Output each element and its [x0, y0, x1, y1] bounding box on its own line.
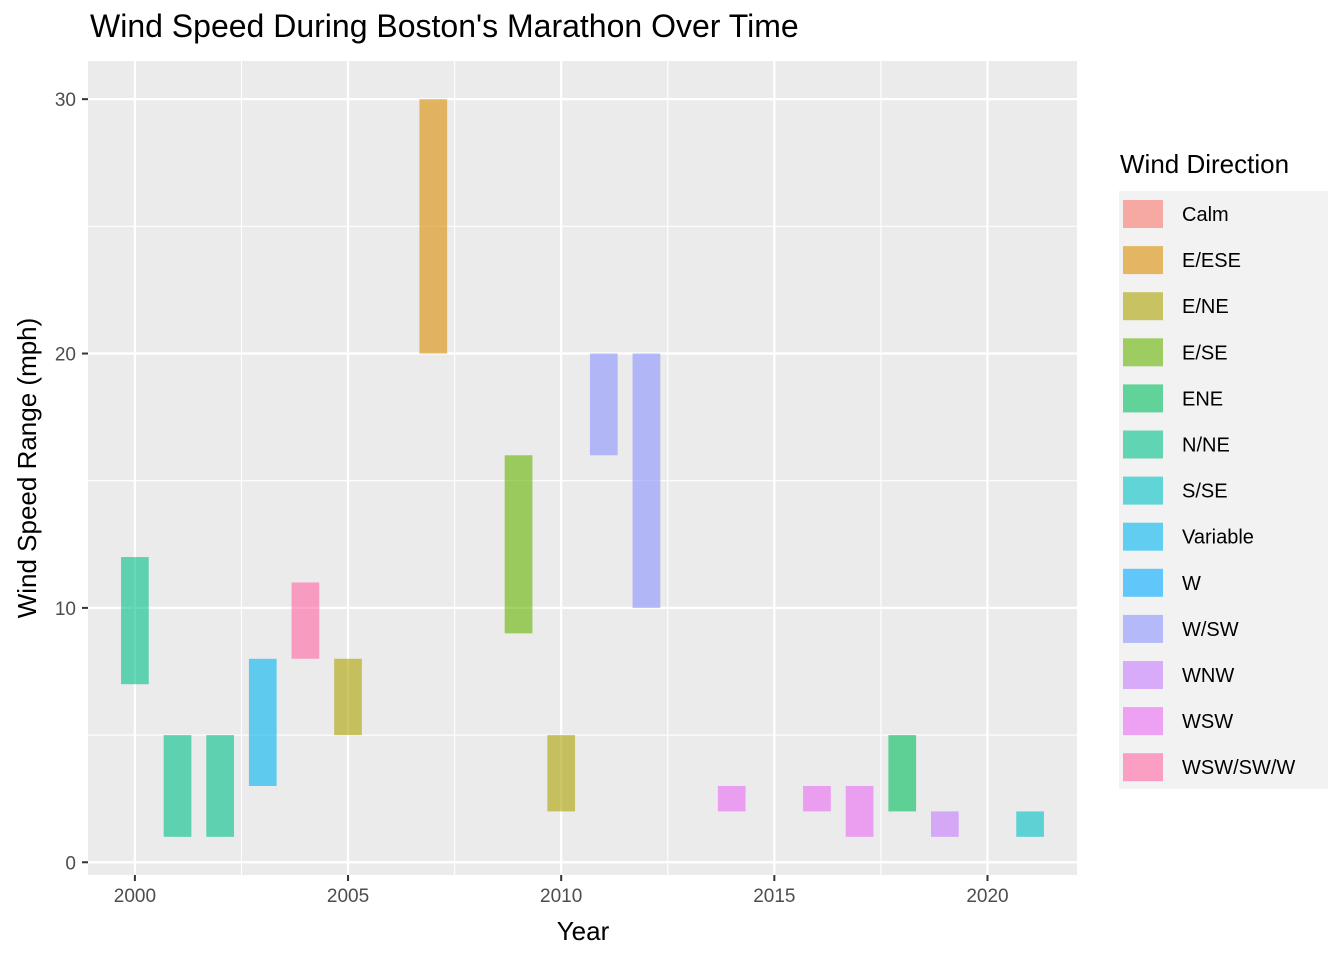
legend-label: WSW/SW/W	[1182, 757, 1295, 779]
legend-item: N/NE	[1123, 430, 1230, 459]
bar-2007	[419, 99, 448, 354]
legend-label: W/SW	[1182, 619, 1239, 641]
legend-label: E/SE	[1182, 342, 1228, 364]
x-axis: 2000 2005 2010 2015 2020	[114, 875, 1009, 907]
bar-2000	[121, 557, 149, 685]
legend-item: E/NE	[1123, 292, 1229, 321]
legend-key	[1123, 522, 1163, 551]
bars	[121, 99, 1044, 837]
legend-key	[1123, 614, 1163, 643]
legend-key	[1123, 753, 1163, 782]
legend-key	[1123, 661, 1163, 689]
legend-item: WSW	[1123, 707, 1233, 736]
legend-key	[1123, 430, 1163, 459]
chart-title: Wind Speed During Boston's Marathon Over…	[90, 8, 799, 44]
legend-key	[1123, 338, 1163, 367]
bar-2012	[632, 353, 661, 608]
x-tick-label: 2005	[327, 886, 369, 907]
legend-item: E/SE	[1123, 338, 1228, 367]
legend-key	[1123, 384, 1163, 413]
bar-2003	[248, 658, 277, 786]
bar-2010	[547, 735, 576, 812]
y-axis-title: Wind Speed Range (mph)	[12, 318, 42, 619]
bar-2005	[334, 658, 362, 736]
minor-gridlines	[88, 61, 1077, 875]
bar-2002	[206, 735, 235, 837]
plot-panel	[88, 61, 1077, 875]
bar-2019	[930, 811, 959, 837]
legend-item: WNW	[1123, 661, 1234, 689]
legend-items: Calm E/ESE E/NE E/SE ENE N/NE S/SE Variable W W/S…	[1123, 200, 1295, 782]
y-axis: 0 10 20 30	[55, 90, 88, 874]
bar-2001	[163, 735, 192, 837]
bar-2021	[1016, 811, 1044, 837]
y-tick-label: 0	[65, 853, 76, 874]
bar-2011	[589, 353, 618, 456]
y-tick-label: 10	[55, 599, 76, 620]
legend-label: W	[1182, 573, 1201, 595]
legend-item: ENE	[1123, 384, 1223, 413]
legend-label: ENE	[1182, 388, 1223, 410]
y-tick-label: 20	[55, 345, 76, 366]
legend-key	[1123, 476, 1163, 505]
legend-label: E/NE	[1182, 296, 1229, 318]
legend-item: W	[1123, 568, 1201, 597]
x-tick-label: 2020	[966, 886, 1008, 907]
legend-item: E/ESE	[1123, 246, 1241, 275]
legend-key	[1123, 292, 1163, 321]
legend-label: WSW	[1182, 711, 1233, 733]
legend-item: Calm	[1123, 200, 1229, 228]
legend-item: S/SE	[1123, 476, 1228, 505]
x-tick-label: 2010	[540, 886, 582, 907]
y-tick-label: 30	[55, 90, 76, 111]
legend-key	[1123, 707, 1163, 736]
legend-label: N/NE	[1182, 435, 1230, 457]
legend-label: Calm	[1182, 204, 1229, 226]
x-axis-title: Year	[557, 916, 610, 946]
legend-item: W/SW	[1123, 614, 1239, 643]
legend-label: S/SE	[1182, 481, 1228, 503]
legend-item: WSW/SW/W	[1123, 753, 1295, 782]
x-tick-label: 2015	[753, 886, 795, 907]
legend-key	[1123, 200, 1163, 228]
bar-2017	[845, 785, 874, 837]
legend: Wind Direction Calm E/ESE E/NE E/SE ENE N/NE S…	[1119, 149, 1328, 789]
bar-2004	[291, 582, 320, 659]
legend-label: E/ESE	[1182, 250, 1241, 272]
x-tick-label: 2000	[114, 886, 156, 907]
legend-title: Wind Direction	[1120, 149, 1289, 179]
legend-key	[1123, 246, 1163, 275]
bar-2018	[888, 735, 917, 812]
legend-label: WNW	[1182, 665, 1234, 687]
legend-key	[1123, 568, 1163, 597]
legend-item: Variable	[1123, 522, 1254, 551]
bar-2014	[717, 785, 746, 812]
bar-2009	[504, 455, 533, 634]
legend-label: Variable	[1182, 527, 1254, 549]
bar-2016	[803, 785, 831, 812]
